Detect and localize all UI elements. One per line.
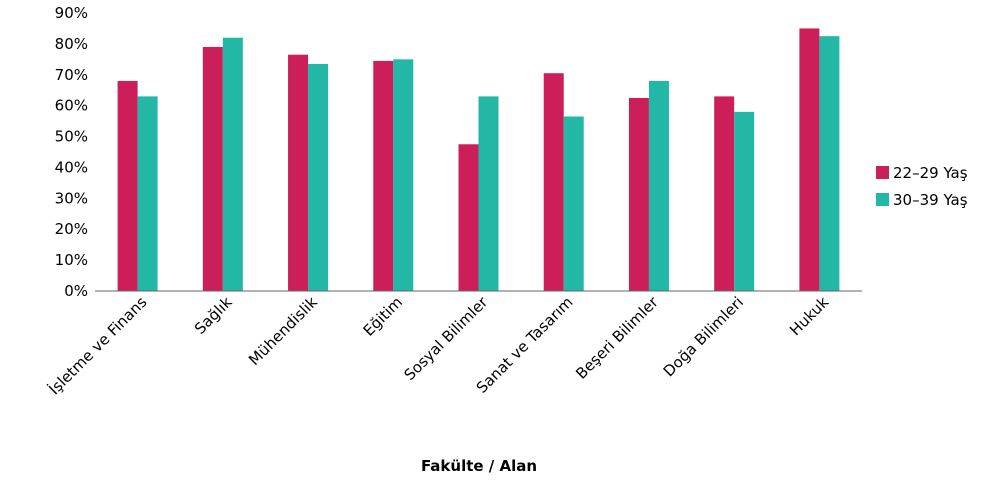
x-tick-label: Eğitim bbox=[360, 293, 407, 340]
y-tick-label: 70% bbox=[55, 66, 88, 84]
y-tick-label: 0% bbox=[64, 282, 88, 300]
bar-series1 bbox=[458, 144, 479, 291]
bar-series2 bbox=[734, 111, 755, 291]
bar-series1 bbox=[628, 97, 649, 291]
bar-series1 bbox=[117, 80, 138, 291]
legend-swatch bbox=[876, 193, 889, 206]
y-tick-label: 20% bbox=[55, 220, 88, 238]
bar-series1 bbox=[288, 54, 309, 292]
bar-series1 bbox=[202, 46, 223, 291]
y-axis-ticks: 0% 10% 20% 30% 40% 50% 60% 70% 80% 90% bbox=[55, 4, 88, 300]
legend-label: 30–39 Yaş bbox=[893, 191, 968, 209]
bars bbox=[117, 28, 840, 292]
y-tick-label: 50% bbox=[55, 128, 88, 146]
legend-label: 22–29 Yaş bbox=[893, 164, 968, 182]
x-tick-label: Sosyal Bilimler bbox=[400, 293, 491, 384]
bar-series2 bbox=[137, 96, 158, 292]
x-axis-title: Fakülte / Alan bbox=[421, 457, 537, 475]
bar-series1 bbox=[714, 96, 735, 292]
x-tick-label: İşletme ve Finans bbox=[45, 292, 151, 398]
bar-series2 bbox=[308, 63, 329, 291]
bar-series1 bbox=[799, 28, 820, 291]
x-tick-label: Hukuk bbox=[786, 293, 832, 339]
bar-series2 bbox=[648, 80, 669, 291]
y-tick-label: 60% bbox=[55, 97, 88, 115]
x-tick-label: Sağlık bbox=[191, 293, 236, 338]
bar-series1 bbox=[543, 73, 564, 291]
y-tick-label: 30% bbox=[55, 189, 88, 207]
bar-series2 bbox=[819, 36, 840, 291]
legend-swatch bbox=[876, 166, 889, 179]
y-tick-label: 80% bbox=[55, 35, 88, 53]
bar-series2 bbox=[478, 96, 499, 292]
bar-series2 bbox=[393, 59, 414, 292]
x-tick-label: Mühendislik bbox=[245, 293, 321, 369]
y-tick-label: 90% bbox=[55, 4, 88, 22]
bar-series2 bbox=[222, 37, 243, 291]
x-tick-label: Beşeri Bilimler bbox=[572, 293, 662, 383]
bar-series2 bbox=[563, 116, 584, 291]
bar-series1 bbox=[373, 60, 394, 291]
legend: 22–29 Yaş 30–39 Yaş bbox=[876, 164, 968, 209]
y-tick-label: 10% bbox=[55, 251, 88, 269]
y-tick-label: 40% bbox=[55, 158, 88, 176]
category-labels: İşletme ve Finans Sağlık Mühendislik Eğitim… bbox=[45, 292, 833, 398]
x-tick-label: Doğa Bilimleri bbox=[660, 293, 747, 380]
